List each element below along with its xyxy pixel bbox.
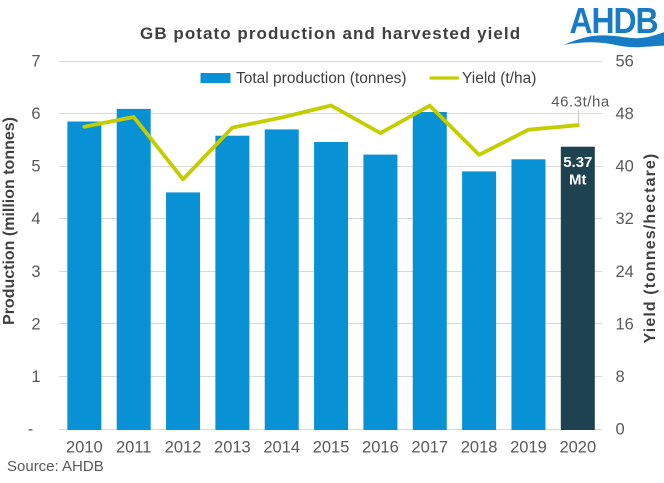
svg-text:Yield (tonnes/hectare): Yield (tonnes/hectare)	[642, 153, 659, 344]
svg-text:1: 1	[31, 368, 40, 386]
svg-text:6: 6	[31, 105, 40, 123]
svg-text:2018: 2018	[461, 439, 498, 457]
svg-text:2016: 2016	[362, 439, 399, 457]
svg-text:Source: AHDB: Source: AHDB	[7, 458, 104, 475]
svg-text:4: 4	[31, 210, 40, 228]
svg-text:46.3t/ha: 46.3t/ha	[551, 94, 610, 111]
svg-text:32: 32	[616, 210, 634, 228]
svg-text:Mt: Mt	[569, 172, 587, 189]
svg-text:56: 56	[616, 53, 634, 71]
svg-text:2010: 2010	[66, 439, 103, 457]
svg-text:2020: 2020	[559, 439, 596, 457]
svg-text:16: 16	[616, 315, 634, 333]
svg-text:GB potato production and harve: GB potato production and harvested yield	[140, 24, 521, 43]
svg-text:AHDB: AHDB	[570, 1, 658, 41]
svg-text:5.37: 5.37	[563, 154, 592, 171]
svg-text:2012: 2012	[165, 439, 202, 457]
svg-text:48: 48	[616, 105, 634, 123]
svg-text:40: 40	[616, 158, 634, 176]
svg-text:7: 7	[31, 53, 40, 71]
svg-text:Production (million tonnes): Production (million tonnes)	[1, 117, 18, 325]
svg-text:2011: 2011	[116, 439, 151, 457]
svg-text:Yield (t/ha): Yield (t/ha)	[462, 70, 536, 87]
svg-text:-: -	[28, 421, 34, 439]
svg-text:Total production (tonnes): Total production (tonnes)	[236, 70, 407, 87]
svg-text:0: 0	[616, 421, 625, 439]
svg-text:3: 3	[31, 263, 40, 281]
svg-text:8: 8	[616, 368, 625, 386]
svg-text:2013: 2013	[214, 439, 251, 457]
svg-text:2014: 2014	[263, 439, 300, 457]
svg-text:5: 5	[31, 158, 40, 176]
svg-text:2019: 2019	[510, 439, 547, 457]
svg-text:2: 2	[31, 315, 40, 333]
svg-text:2015: 2015	[313, 439, 350, 457]
svg-text:24: 24	[616, 263, 634, 281]
svg-text:2017: 2017	[411, 439, 448, 457]
